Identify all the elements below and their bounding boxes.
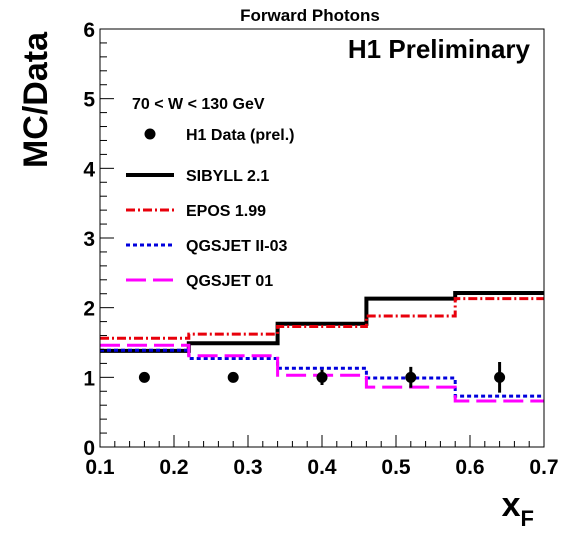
annotation-label: H1 Preliminary xyxy=(348,34,531,64)
y-tick-label-2: 2 xyxy=(83,298,95,321)
x-tick-label-3: 0.4 xyxy=(307,456,337,479)
x-tick-label-5: 0.6 xyxy=(455,456,484,479)
data-point-0 xyxy=(138,371,150,383)
series-line-0 xyxy=(100,291,544,353)
x-axis-label-sub: F xyxy=(521,506,534,531)
axes: 0.1 0.2 0.3 0.4 0.5 0.6 0.7 0 1 2 3 4 5 6 xyxy=(83,19,558,479)
y-axis-label: MC/Data xyxy=(17,31,55,168)
legend-label-0: SIBYLL 2.1 xyxy=(186,168,269,185)
x-tick-label-1: 0.2 xyxy=(159,456,188,479)
x-tick-label-0: 0.1 xyxy=(85,456,115,479)
y-tick-label-5: 5 xyxy=(83,89,95,112)
x-axis-label-main: x xyxy=(502,486,521,524)
legend-label-data: H1 Data (prel.) xyxy=(186,127,294,144)
legend-label-3: QGSJET 01 xyxy=(186,273,273,290)
y-tick-label-3: 3 xyxy=(83,228,95,251)
legend-marker-data xyxy=(144,128,156,140)
data-point-2 xyxy=(316,371,328,383)
y-tick-label-4: 4 xyxy=(83,158,95,181)
x-axis-label: xF xyxy=(502,486,534,531)
plot-marks xyxy=(100,291,544,403)
data-point-3 xyxy=(405,371,417,383)
legend-label-1: EPOS 1.99 xyxy=(186,203,266,220)
legend-label-2: QGSJET II-03 xyxy=(186,238,287,255)
chart-title: Forward Photons xyxy=(240,6,380,25)
cut-label: 70 < W < 130 GeV xyxy=(132,96,265,113)
y-tick-label-1: 1 xyxy=(83,367,95,390)
x-tick-label-2: 0.3 xyxy=(233,456,262,479)
data-point-4 xyxy=(494,371,506,383)
x-tick-label-4: 0.5 xyxy=(381,456,411,479)
y-tick-label-6: 6 xyxy=(83,19,95,42)
data-point-1 xyxy=(227,371,239,383)
legend: H1 Data (prel.) SIBYLL 2.1 EPOS 1.99 QGSJET… xyxy=(126,127,294,290)
y-tick-label-0: 0 xyxy=(83,437,95,460)
x-tick-label-6: 0.7 xyxy=(529,456,558,479)
series-line-1 xyxy=(100,297,544,340)
